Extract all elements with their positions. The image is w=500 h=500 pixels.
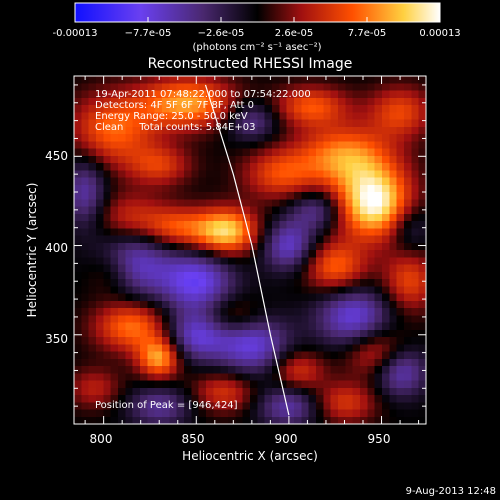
x-tick-label-900: 900	[275, 432, 298, 446]
y-tick-label-350: 350	[45, 332, 68, 346]
annotation-energy-range: Energy Range: 25.0 - 50.0 keV	[95, 111, 248, 122]
colorbar-tick-label-4: 7.7e-05	[348, 28, 386, 39]
colorbar	[74, 2, 441, 23]
plot-frame	[73, 75, 427, 425]
colorbar-tick-label-2: −2.6e-05	[198, 28, 245, 39]
y-axis-label: Heliocentric Y (arcsec)	[25, 183, 39, 318]
colorbar-ticks	[74, 17, 441, 22]
colorbar-tick-label-3: 2.6e-05	[275, 28, 313, 39]
x-axis-label: Heliocentric X (arcsec)	[182, 449, 318, 463]
x-tick-label-950: 950	[368, 432, 391, 446]
annotation-time-range: 19-Apr-2011 07:48:22.000 to 07:54:22.000	[95, 89, 311, 100]
y-tick-label-450: 450	[45, 149, 68, 163]
colorbar-unit-label: (photons cm⁻² s⁻¹ asec⁻²)	[192, 42, 321, 53]
annotation-detectors: Detectors: 4F 5F 6F 7F 8F, Att 0	[95, 100, 254, 111]
colorbar-tick-label-1: −7.7e-05	[125, 28, 172, 39]
colorbar-tick-label-0: -0.00013	[53, 28, 98, 39]
footer-date: 9-Aug-2013 12:48	[406, 486, 496, 497]
solar-limb-curve	[204, 84, 290, 416]
y-tick-label-400: 400	[45, 241, 68, 255]
x-tick-label-850: 850	[182, 432, 205, 446]
peak-position-label: Position of Peak = [946,424]	[95, 400, 238, 411]
heatmap-image	[74, 76, 426, 424]
annotation-clean-total-counts: Clean Total counts: 5.84E+03	[95, 122, 255, 133]
chart-title: Reconstructed RHESSI Image	[148, 56, 353, 72]
colorbar-tick-label-5: 0.00013	[419, 28, 460, 39]
axis-ticks	[74, 76, 426, 424]
x-tick-label-800: 800	[90, 432, 113, 446]
